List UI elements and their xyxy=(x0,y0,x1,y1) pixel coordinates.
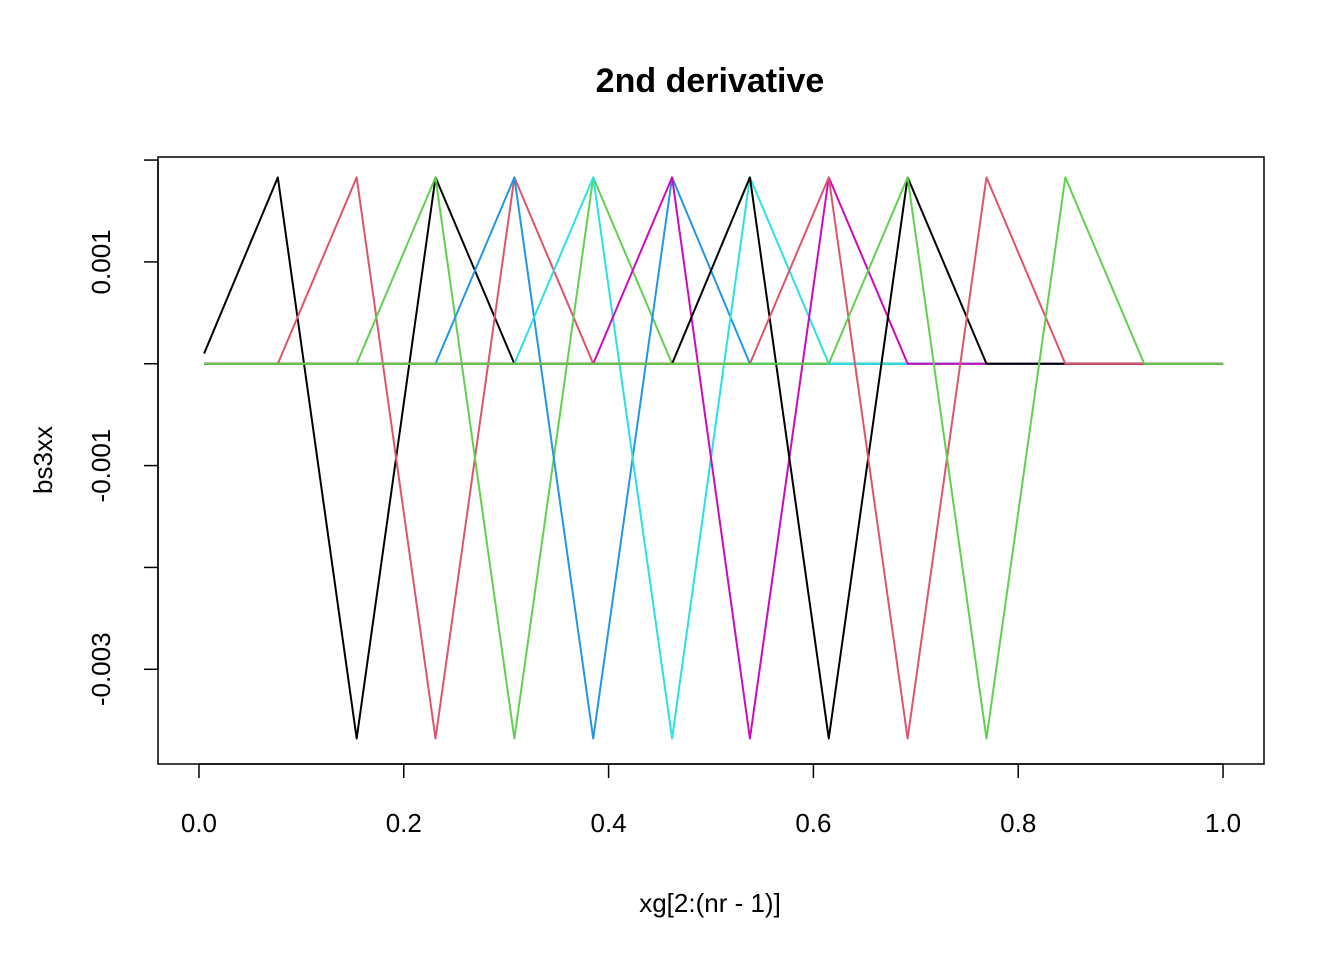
series-line-1 xyxy=(203,176,1224,740)
series-layer xyxy=(203,176,1224,740)
series-line-6 xyxy=(204,176,1224,740)
series-line-3 xyxy=(204,176,1224,740)
x-tick-label: 0.8 xyxy=(1000,808,1036,838)
x-axis: 0.0 0.2 0.4 0.6 0.8 1.0 xyxy=(181,763,1241,838)
y-tick-label: -0.003 xyxy=(86,632,116,706)
series-line-2 xyxy=(204,176,1224,740)
x-tick-label: 0.4 xyxy=(591,808,627,838)
series-line-7 xyxy=(204,176,1224,740)
y-tick-label: -0.001 xyxy=(86,429,116,503)
x-tick-label: 0.0 xyxy=(181,808,217,838)
x-tick-label: 0.6 xyxy=(795,808,831,838)
y-tick-label: 0.001 xyxy=(86,229,116,294)
series-line-5 xyxy=(204,176,1224,740)
series-line-4 xyxy=(204,176,1224,740)
x-tick-label: 0.2 xyxy=(386,808,422,838)
x-axis-label: xg[2:(nr - 1)] xyxy=(639,888,781,918)
y-axis: -0.003 -0.001 0.001 xyxy=(86,159,159,706)
y-axis-label: bs3xx xyxy=(28,426,58,494)
series-line-8 xyxy=(204,176,1224,740)
x-tick-label: 1.0 xyxy=(1205,808,1241,838)
chart-title: 2nd derivative xyxy=(596,62,825,100)
series-line-9 xyxy=(204,176,1224,740)
